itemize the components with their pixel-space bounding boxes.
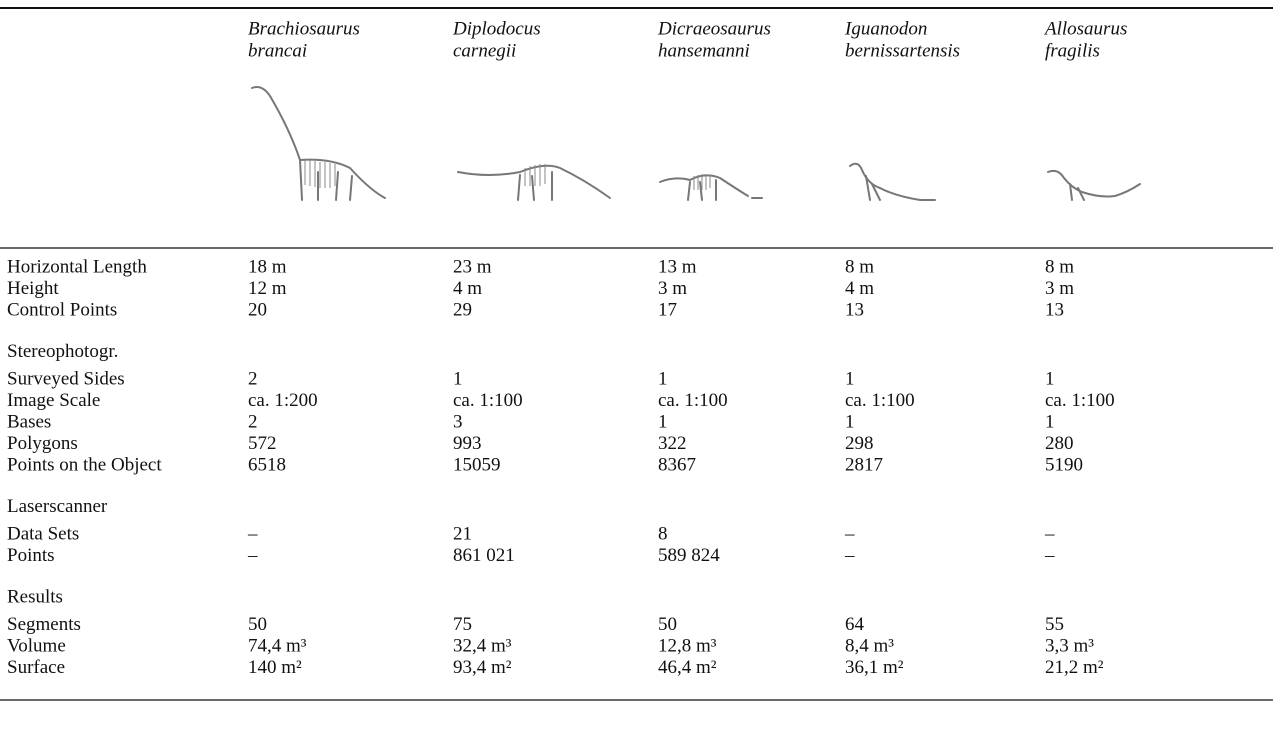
row-label: Surface xyxy=(7,657,65,678)
cell: 2 xyxy=(248,411,258,432)
cell: 50 xyxy=(248,614,267,635)
row-label: Image Scale xyxy=(7,390,100,411)
cell: 15059 xyxy=(453,454,501,475)
cell: ca. 1:100 xyxy=(453,390,523,411)
cell: 2 xyxy=(248,368,258,389)
column-species: bernissartensis xyxy=(845,40,960,61)
column-genus: Diplodocus xyxy=(452,18,541,39)
column-genus: Dicraeosaurus xyxy=(657,18,771,39)
skeleton-brachiosaurus xyxy=(252,87,385,200)
cell: 64 xyxy=(845,614,865,635)
row-label: Control Points xyxy=(7,299,117,320)
cell: 2817 xyxy=(845,454,883,475)
cell: 74,4 m³ xyxy=(248,635,307,656)
cell: 20 xyxy=(248,299,267,320)
cell: 17 xyxy=(658,299,677,320)
row-label: Points on the Object xyxy=(7,454,162,475)
cell: 8 xyxy=(658,523,668,544)
cell: 993 xyxy=(453,433,482,454)
table-page: Brachiosaurusbrancai Diplodocuscarnegii Di… xyxy=(0,0,1273,730)
cell: 1 xyxy=(845,411,855,432)
cell: 5190 xyxy=(1045,454,1083,475)
cell: – xyxy=(1044,545,1055,566)
skeleton-dicraeosaurus xyxy=(660,174,762,200)
cell: 13 m xyxy=(658,256,697,277)
row-label: Data Sets xyxy=(7,523,79,544)
row-label: Segments xyxy=(7,614,81,635)
cell: ca. 1:100 xyxy=(1045,390,1115,411)
cell: 21,2 m² xyxy=(1045,657,1104,678)
cell: 572 xyxy=(248,433,277,454)
skeleton-allosaurus xyxy=(1048,171,1140,200)
cell: 75 xyxy=(453,614,472,635)
cell: ca. 1:100 xyxy=(658,390,728,411)
cell: 55 xyxy=(1045,614,1064,635)
cell: 12,8 m³ xyxy=(658,635,717,656)
row-label: Bases xyxy=(7,411,51,432)
section-title: Laserscanner xyxy=(7,496,108,517)
row-label: Polygons xyxy=(7,433,78,454)
column-species: brancai xyxy=(248,40,307,61)
cell: 280 xyxy=(1045,433,1074,454)
cell: ca. 1:200 xyxy=(248,390,318,411)
cell: 23 m xyxy=(453,256,492,277)
cell: – xyxy=(1044,523,1055,544)
column-genus: Allosaurus xyxy=(1043,18,1127,39)
cell: 8,4 m³ xyxy=(845,635,894,656)
cell: 18 m xyxy=(248,256,287,277)
column-genus: Brachiosaurus xyxy=(248,18,360,39)
column-species: hansemanni xyxy=(658,40,750,61)
cell: 3 m xyxy=(1045,278,1074,299)
cell: 6518 xyxy=(248,454,286,475)
cell: 3 m xyxy=(658,278,687,299)
cell: 1 xyxy=(1045,411,1055,432)
section-title: Stereophotogr. xyxy=(7,341,118,362)
cell: 36,1 m² xyxy=(845,657,904,678)
cell: 1 xyxy=(658,411,668,432)
cell: 4 m xyxy=(453,278,482,299)
cell: 322 xyxy=(658,433,687,454)
skeleton-iguanodon xyxy=(850,164,935,200)
cell: 589 824 xyxy=(658,545,720,566)
cell: 21 xyxy=(453,523,472,544)
cell: – xyxy=(844,523,855,544)
skeleton-diplodocus xyxy=(458,164,610,200)
row-label: Volume xyxy=(7,635,66,656)
cell: 50 xyxy=(658,614,677,635)
cell: 29 xyxy=(453,299,472,320)
cell: 3,3 m³ xyxy=(1045,635,1094,656)
column-genus: Iguanodon xyxy=(844,18,927,39)
cell: 1 xyxy=(453,368,463,389)
cell: ca. 1:100 xyxy=(845,390,915,411)
cell: 46,4 m² xyxy=(658,657,717,678)
cell: 93,4 m² xyxy=(453,657,512,678)
cell: 32,4 m³ xyxy=(453,635,512,656)
row-label: Height xyxy=(7,278,59,299)
cell: 3 xyxy=(453,411,463,432)
cell: 298 xyxy=(845,433,874,454)
cell: – xyxy=(247,545,258,566)
cell: 4 m xyxy=(845,278,874,299)
cell: 140 m² xyxy=(248,657,302,678)
cell: 861 021 xyxy=(453,545,515,566)
cell: 12 m xyxy=(248,278,287,299)
cell: 8 m xyxy=(845,256,874,277)
row-label: Surveyed Sides xyxy=(7,368,125,389)
section-title: Results xyxy=(7,586,63,607)
cell: 8367 xyxy=(658,454,696,475)
cell: 1 xyxy=(1045,368,1055,389)
row-label: Horizontal Length xyxy=(7,256,147,277)
cell: 13 xyxy=(845,299,864,320)
cell: 1 xyxy=(845,368,855,389)
cell: 8 m xyxy=(1045,256,1074,277)
cell: 13 xyxy=(1045,299,1064,320)
column-species: fragilis xyxy=(1045,40,1100,61)
cell: 1 xyxy=(658,368,668,389)
cell: – xyxy=(247,523,258,544)
row-label: Points xyxy=(7,545,55,566)
column-species: carnegii xyxy=(453,40,516,61)
cell: – xyxy=(844,545,855,566)
